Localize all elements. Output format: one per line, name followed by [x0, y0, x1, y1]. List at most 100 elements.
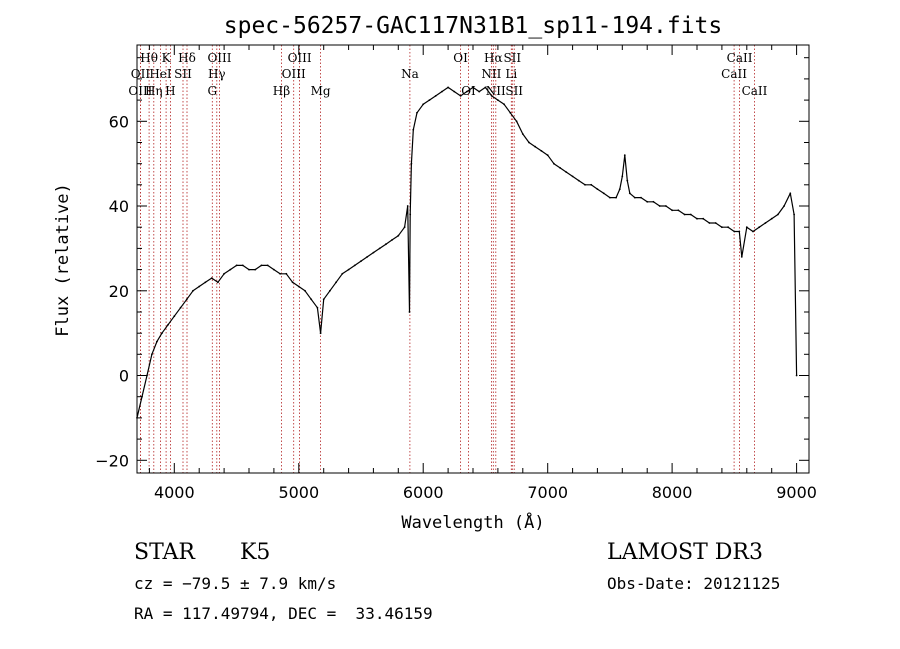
y-tick-label: 60 — [109, 112, 129, 131]
spectrum-point — [721, 226, 723, 229]
spectrum-point — [758, 226, 761, 229]
marker-label: Hγ — [208, 67, 226, 81]
spectrum-point — [708, 222, 711, 224]
spectrum-point — [752, 230, 754, 233]
spectrum-point — [441, 90, 443, 93]
spectrum-point — [185, 298, 188, 301]
spectrum-point — [167, 323, 170, 326]
marker-label: G — [208, 84, 218, 98]
spectrum-point — [179, 306, 182, 309]
spectrum-point — [478, 90, 481, 93]
marker-label: OIII — [282, 67, 306, 81]
spectrum-point — [254, 268, 257, 271]
chart-title: spec-56257-GAC117N31B1_sp11-194.fits — [224, 13, 723, 39]
line-marker-group — [139, 45, 755, 473]
marker-label: Hδ — [178, 51, 196, 65]
spectrum-point — [410, 162, 413, 165]
spectrum-point — [615, 196, 617, 199]
spectrum-point — [503, 103, 505, 106]
marker-label: HeI — [149, 67, 172, 81]
spectrum-series-group — [136, 86, 798, 419]
spectrum-point — [198, 285, 201, 288]
marker-label: Hθ — [140, 51, 158, 65]
spectrum-point — [322, 298, 325, 301]
spectrum-point — [596, 188, 599, 191]
spectrum-point — [408, 311, 411, 313]
marker-label: Hη — [145, 84, 163, 98]
spectrum-point — [422, 103, 425, 106]
spectrum-point — [793, 213, 795, 216]
spectrum-point — [279, 272, 281, 275]
x-tick-label: 4000 — [154, 483, 195, 502]
marker-label: NII — [481, 67, 501, 81]
spectrum-point — [602, 192, 605, 195]
marker-label: OI — [453, 51, 468, 65]
marker-label: H — [165, 84, 175, 98]
spectrum-point — [223, 272, 226, 275]
spectrum-point — [156, 340, 158, 343]
spectrum-point — [795, 374, 798, 377]
spectrum-point — [571, 175, 574, 178]
spectrum-point — [204, 281, 207, 284]
spectrum-point — [521, 133, 524, 135]
spectrum-point — [428, 99, 431, 101]
spectrum-point — [677, 209, 680, 212]
spectrum-point — [590, 183, 593, 186]
spectrum-point — [540, 150, 543, 152]
spectrum-point — [229, 268, 232, 271]
spectrum-point — [618, 188, 621, 191]
spectrum-point — [217, 281, 219, 284]
spectrum-point — [553, 162, 555, 165]
coordinates-readout: RA = 117.49794, DEC = 33.46159 — [134, 604, 433, 623]
spectrum-point — [714, 222, 717, 224]
y-axis-label: Flux (relative) — [53, 183, 73, 337]
spectrum-point — [789, 192, 792, 195]
spectrum-point — [397, 234, 400, 237]
spectrum-point — [633, 196, 636, 199]
spectrum-point — [372, 251, 375, 254]
plot-frame — [136, 44, 810, 474]
marker-label: OII — [131, 67, 151, 81]
spectrum-point — [360, 260, 362, 262]
spectrum-point — [534, 145, 537, 148]
spectrum-point — [745, 226, 748, 229]
spectrum-point — [366, 256, 369, 258]
spectrum-point — [689, 213, 692, 216]
marker-label: Mg — [311, 84, 331, 98]
marker-label: Li — [505, 67, 517, 81]
marker-label: K — [162, 51, 172, 65]
spectrum-point — [353, 264, 356, 267]
spectrum-point — [341, 272, 344, 275]
spectrum-point — [665, 205, 667, 207]
y-tick-label: −20 — [95, 451, 129, 470]
spectrum-point — [764, 222, 767, 224]
spectrum-point — [740, 256, 743, 258]
object-class: STAR — [134, 540, 196, 565]
spectrum-point — [671, 209, 673, 212]
spectrum-point — [577, 179, 580, 182]
spectrum-point — [565, 171, 568, 174]
spectrum-point — [696, 217, 698, 220]
marker-label: OIII — [128, 84, 152, 98]
spectrum-point — [406, 205, 409, 207]
spectrum-point — [235, 264, 238, 267]
obs-date: Obs-Date: 20121125 — [607, 574, 780, 593]
axes-group: 4000 5000 6000 7000 8000 9000 −20 0 20 40 60 — [95, 45, 817, 502]
spectrum-point — [248, 268, 250, 271]
spectrum-point — [509, 111, 512, 114]
marker-label: Hβ — [273, 84, 290, 98]
spectrum-point — [403, 226, 406, 229]
y-tick-label: 20 — [109, 282, 129, 301]
spectrum-point — [640, 196, 642, 199]
spectrum-point — [584, 183, 586, 186]
spectrum-point — [646, 200, 649, 203]
marker-label: Hα — [484, 51, 503, 65]
velocity-readout: cz = −79.5 ± 7.9 km/s — [134, 574, 336, 593]
spectrum-point — [727, 226, 729, 229]
spectrum-point — [285, 272, 288, 275]
spectrum-point — [733, 230, 736, 233]
spectrum-point — [447, 86, 449, 89]
x-tick-label: 8000 — [652, 483, 693, 502]
spectrum-point — [409, 213, 412, 216]
